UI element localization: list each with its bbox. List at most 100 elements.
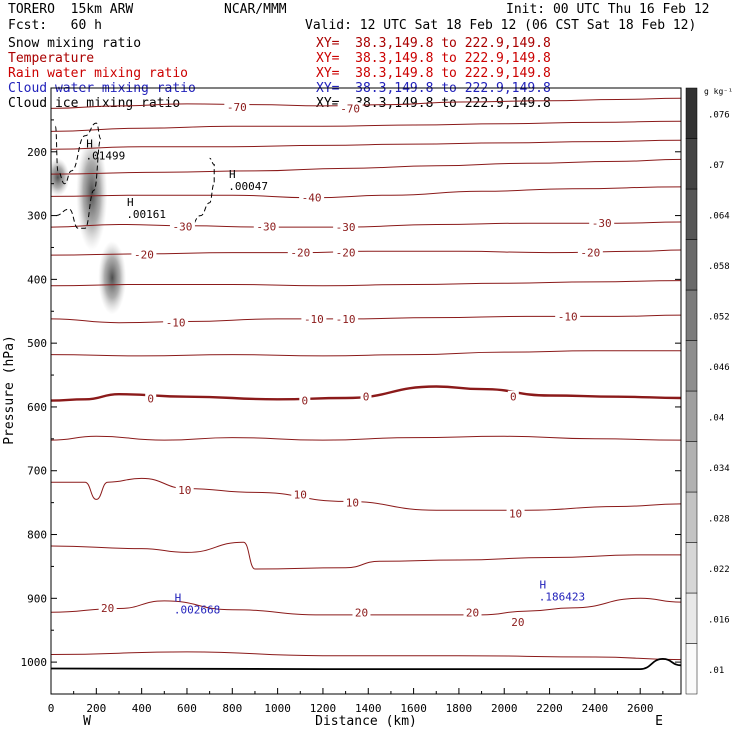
colorbar-label: .064: [708, 211, 730, 221]
colorbar-swatch: [685, 592, 698, 644]
colorbar-swatch: [685, 390, 698, 442]
snow-core: [51, 158, 70, 197]
colorbar-label: .076: [708, 110, 730, 120]
colorbar-label: .034: [708, 464, 730, 474]
east-end-label: E: [655, 714, 663, 729]
colorbar-label: .07: [708, 161, 724, 171]
isotherm-label: -20: [290, 247, 310, 260]
x-tick-label: 200: [86, 702, 106, 715]
isotherm-label-bg: [333, 312, 359, 325]
isotherm-line: [51, 280, 681, 287]
cloud-ice-high-marker: H: [229, 168, 236, 181]
isotherm-label-bg: [463, 606, 482, 619]
x-tick-label: 0: [48, 702, 55, 715]
y-tick-label: 500: [27, 337, 47, 350]
surface-line: [51, 657, 681, 671]
field-xy-snow: XY= 38.3,149.8 to 222.9,149.8: [316, 96, 551, 111]
model-title: TORERO 15km ARW: [8, 2, 134, 17]
isotherm-label-bg: [333, 246, 359, 259]
isotherm-line: [51, 385, 681, 402]
cloud-water-high-marker: H: [539, 579, 546, 592]
x-tick-label: 1200: [310, 702, 337, 715]
colorbar-swatch: [685, 289, 698, 341]
isotherm-line: [51, 139, 681, 150]
isotherm-label-bg: [333, 221, 359, 234]
forecast-hour: Fcst: 60 h: [8, 18, 102, 33]
isotherm-label: 10: [346, 497, 359, 510]
isotherm-label-bg: [508, 615, 527, 628]
colorbar-label: .022: [708, 565, 730, 575]
colorbar-label: .01: [708, 666, 724, 676]
isotherm-line: [51, 541, 681, 570]
west-end-label: W: [83, 714, 91, 729]
colorbar-swatch: [685, 491, 698, 543]
cloud-ice-high-value: .00047: [228, 180, 268, 193]
isotherm-label: 0: [302, 395, 309, 408]
y-tick-label: 200: [27, 146, 47, 159]
y-tick-label: 600: [27, 401, 47, 414]
isotherm-label: -30: [336, 221, 356, 234]
isotherm-line: [51, 314, 681, 324]
isotherm-label-bg: [169, 220, 195, 233]
field-label-cloud-ice: Cloud ice mixing ratio: [8, 96, 181, 111]
isotherm-label: -20: [580, 247, 600, 260]
cloud-water-high-value: .186423: [539, 591, 585, 604]
isotherm-label-bg: [287, 246, 313, 259]
isotherm-label: 20: [511, 616, 524, 629]
isotherm-label: -70: [340, 102, 360, 115]
x-tick-label: 2400: [582, 702, 609, 715]
isotherm-line: [51, 158, 681, 175]
cloud-ice-high-value: .00161: [126, 208, 166, 221]
isotherm-label-bg: [343, 496, 362, 509]
cloud-ice-high-marker: H: [127, 196, 134, 209]
y-tick-label: 900: [27, 592, 47, 605]
isotherm-label: 0: [147, 393, 154, 406]
colorbar-swatch: [685, 138, 698, 190]
isotherm-label: -10: [336, 313, 356, 326]
x-tick-label: 800: [222, 702, 242, 715]
cloud-ice-contour: [189, 157, 215, 229]
snow-core: [76, 135, 108, 251]
isotherm-line: [51, 120, 681, 132]
isotherm-line: [51, 651, 681, 661]
isotherm-label: 20: [355, 606, 368, 619]
field-xy-temperature: XY= 38.3,149.8 to 222.9,149.8: [316, 36, 551, 51]
field-label-temperature: Temperature: [8, 51, 95, 66]
isotherm-label-bg: [299, 191, 325, 204]
isotherm-label: 20: [466, 606, 479, 619]
isotherm-line: [51, 477, 681, 511]
isotherm-line: [51, 597, 681, 616]
isotherm-label: -10: [304, 313, 324, 326]
isotherm-label-bg: [145, 392, 157, 405]
isotherm-label: 10: [509, 507, 522, 520]
colorbar-label: .04: [708, 413, 724, 423]
x-tick-label: 2600: [627, 702, 654, 715]
y-axis-title: Pressure (hPa): [2, 335, 17, 445]
x-tick-label: 1400: [355, 702, 382, 715]
field-label-rain: Rain water mixing ratio: [8, 66, 189, 81]
isotherm-label: -10: [558, 310, 578, 323]
x-tick-label: 1600: [400, 702, 427, 715]
valid-time: Valid: 12 UTC Sat 18 Feb 12 (06 CST Sat …: [305, 18, 697, 33]
isotherm-label-bg: [555, 310, 581, 323]
x-tick-label: 600: [177, 702, 197, 715]
colorbar-label: .046: [708, 363, 730, 373]
cloud-ice-high-marker: H: [86, 137, 93, 150]
cloud-water-high-marker: H: [175, 592, 182, 605]
isotherm-label-bg: [577, 246, 603, 259]
field-xy-rain: XY= 38.3,149.8 to 222.9,149.8: [316, 51, 551, 66]
isotherm-line: [51, 97, 681, 109]
x-tick-label: 1000: [264, 702, 291, 715]
colorbar-swatch: [685, 87, 698, 139]
isotherm-label: -20: [134, 248, 154, 261]
colorbar-label: .016: [708, 615, 730, 625]
source-label: NCAR/MMM: [224, 2, 287, 17]
x-tick-label: 2000: [491, 702, 518, 715]
isotherm-label: -40: [302, 192, 322, 205]
x-tick-label: 400: [132, 702, 152, 715]
colorbar-swatch: [685, 441, 698, 493]
isotherm-label: -30: [256, 220, 276, 233]
isotherm-label-bg: [506, 507, 525, 520]
isotherm-label-bg: [175, 483, 194, 496]
isotherm-label: -20: [336, 247, 356, 260]
